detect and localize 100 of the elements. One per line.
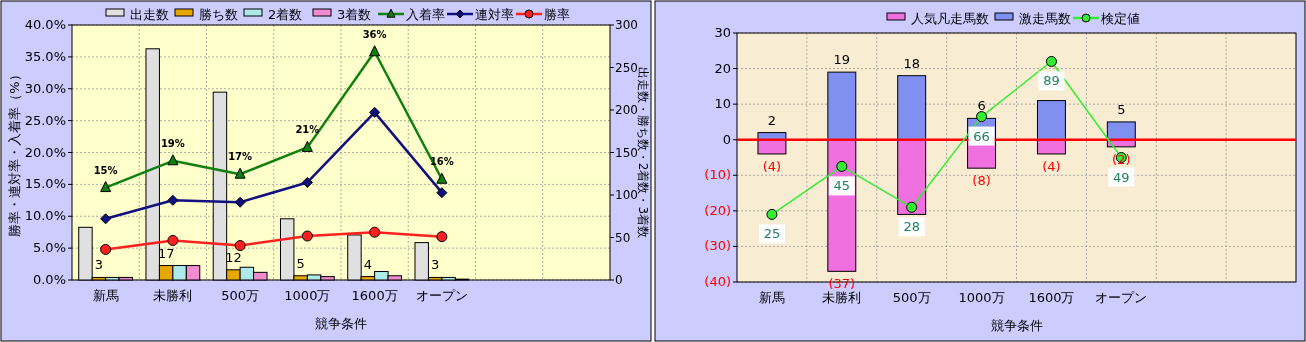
point	[436, 231, 448, 243]
y-tick-label: 20	[714, 60, 731, 76]
annotation: 49	[1113, 169, 1130, 185]
y-tick-label: 10	[714, 96, 731, 112]
legend-label: 連対率	[475, 7, 514, 22]
x-tick-label: オープン	[1095, 290, 1148, 305]
y2-tick-label: 0	[615, 273, 623, 287]
x-tick-label: 1600万	[1028, 290, 1075, 305]
x-tick-label: 新馬	[758, 290, 785, 305]
data-label: 21%	[295, 124, 320, 136]
point	[1045, 55, 1057, 67]
data-label: 18	[903, 55, 920, 71]
legend-label: 人気凡走馬数	[911, 11, 989, 26]
bar	[827, 71, 857, 141]
y2-tick-label: 200	[615, 103, 638, 117]
y2-tick-label: 300	[615, 18, 638, 32]
x-tick-label: 新馬	[92, 288, 119, 303]
x-tick-label: 1600万	[351, 288, 398, 303]
annotation: 25	[763, 226, 781, 242]
point	[234, 167, 246, 179]
bar	[757, 139, 787, 155]
point	[369, 106, 381, 118]
legend-label: 2着数	[268, 7, 303, 22]
data-label: 15%	[93, 164, 118, 176]
x-tick-label: 未勝利	[153, 288, 193, 303]
y-tick-label: 30.0%	[24, 80, 66, 96]
bar	[897, 75, 927, 141]
y-tick-label: 10.0%	[24, 208, 66, 224]
y-tick-label: (20)	[704, 202, 731, 218]
data-label: (4)	[1042, 158, 1061, 174]
data-label: 3	[94, 257, 104, 273]
y-tick-label: 40.0%	[24, 17, 66, 32]
y-tick-label: 20.0%	[24, 144, 66, 160]
legend-label: 出走数	[130, 7, 169, 22]
annotation: 89	[1043, 73, 1060, 89]
point	[766, 208, 778, 220]
data-label: 4	[363, 256, 373, 272]
y-tick-label: 15.0%	[24, 176, 66, 192]
y-tick-label: 30	[714, 25, 731, 40]
bar	[1036, 100, 1066, 141]
point	[100, 181, 112, 193]
annotation: 28	[903, 219, 920, 235]
y-tick-label: (30)	[704, 238, 731, 254]
bar	[1036, 139, 1066, 155]
data-label: 5	[296, 255, 305, 271]
point	[234, 196, 246, 208]
point	[301, 230, 313, 242]
y-tick-label: 35.0%	[24, 48, 66, 64]
y2-tick-label: 150	[615, 145, 638, 160]
data-label: 36%	[362, 28, 387, 40]
y-tick-label: 5.0%	[32, 240, 66, 256]
point	[301, 140, 313, 152]
y-tick-label: 25.0%	[24, 112, 66, 128]
data-label: 2	[767, 112, 777, 128]
annotation: 45	[833, 178, 851, 194]
point	[436, 187, 448, 199]
y-tick-label: 0.0%	[32, 272, 66, 287]
x-tick-label: オープン	[415, 288, 468, 303]
point	[167, 194, 179, 206]
y2-tick-label: 100	[615, 188, 638, 202]
y-axis-title: 勝率・連対率・入着率（%）	[7, 68, 22, 237]
data-label: 3	[431, 257, 440, 273]
x-tick-label: 500万	[892, 290, 931, 305]
legend-label: 入着率	[406, 7, 445, 22]
x-tick-label: 1000万	[958, 290, 1005, 305]
point	[100, 243, 112, 255]
point	[234, 240, 246, 252]
y2-axis-title: 出走数・勝ち数・2着数・3着数	[636, 66, 650, 239]
point	[167, 234, 179, 246]
point	[369, 45, 381, 57]
y-tick-label: (40)	[704, 274, 731, 289]
data-label: (2)	[1112, 151, 1131, 167]
point	[976, 111, 988, 123]
legend-label: 勝ち数	[199, 7, 238, 22]
point	[906, 201, 918, 213]
legend-label: 勝率	[544, 7, 570, 22]
point	[301, 176, 313, 188]
data-label: 6	[977, 98, 986, 114]
x-tick-label: 500万	[221, 288, 260, 303]
y2-tick-label: 250	[615, 60, 638, 75]
point	[167, 154, 179, 166]
point	[836, 160, 848, 172]
data-label: 17%	[228, 151, 253, 163]
legend-label: 3着数	[337, 7, 372, 22]
point	[100, 213, 112, 225]
x-axis-title: 競争条件	[990, 318, 1043, 333]
annotation: 66	[973, 128, 990, 144]
data-label: (8)	[972, 173, 991, 189]
x-tick-label: 未勝利	[822, 290, 862, 305]
x-axis-title: 競争条件	[315, 316, 367, 331]
y2-tick-label: 50	[615, 230, 631, 245]
x-tick-label: 1000万	[284, 288, 331, 303]
point	[369, 226, 381, 238]
y-tick-label: 0	[722, 131, 731, 147]
data-label: 19%	[160, 137, 185, 149]
y-tick-label: (10)	[704, 167, 731, 183]
legend-label: 検定値	[1101, 11, 1140, 26]
data-label: 19	[833, 52, 851, 68]
data-label: 5	[1117, 101, 1126, 117]
data-label: (4)	[762, 158, 782, 174]
